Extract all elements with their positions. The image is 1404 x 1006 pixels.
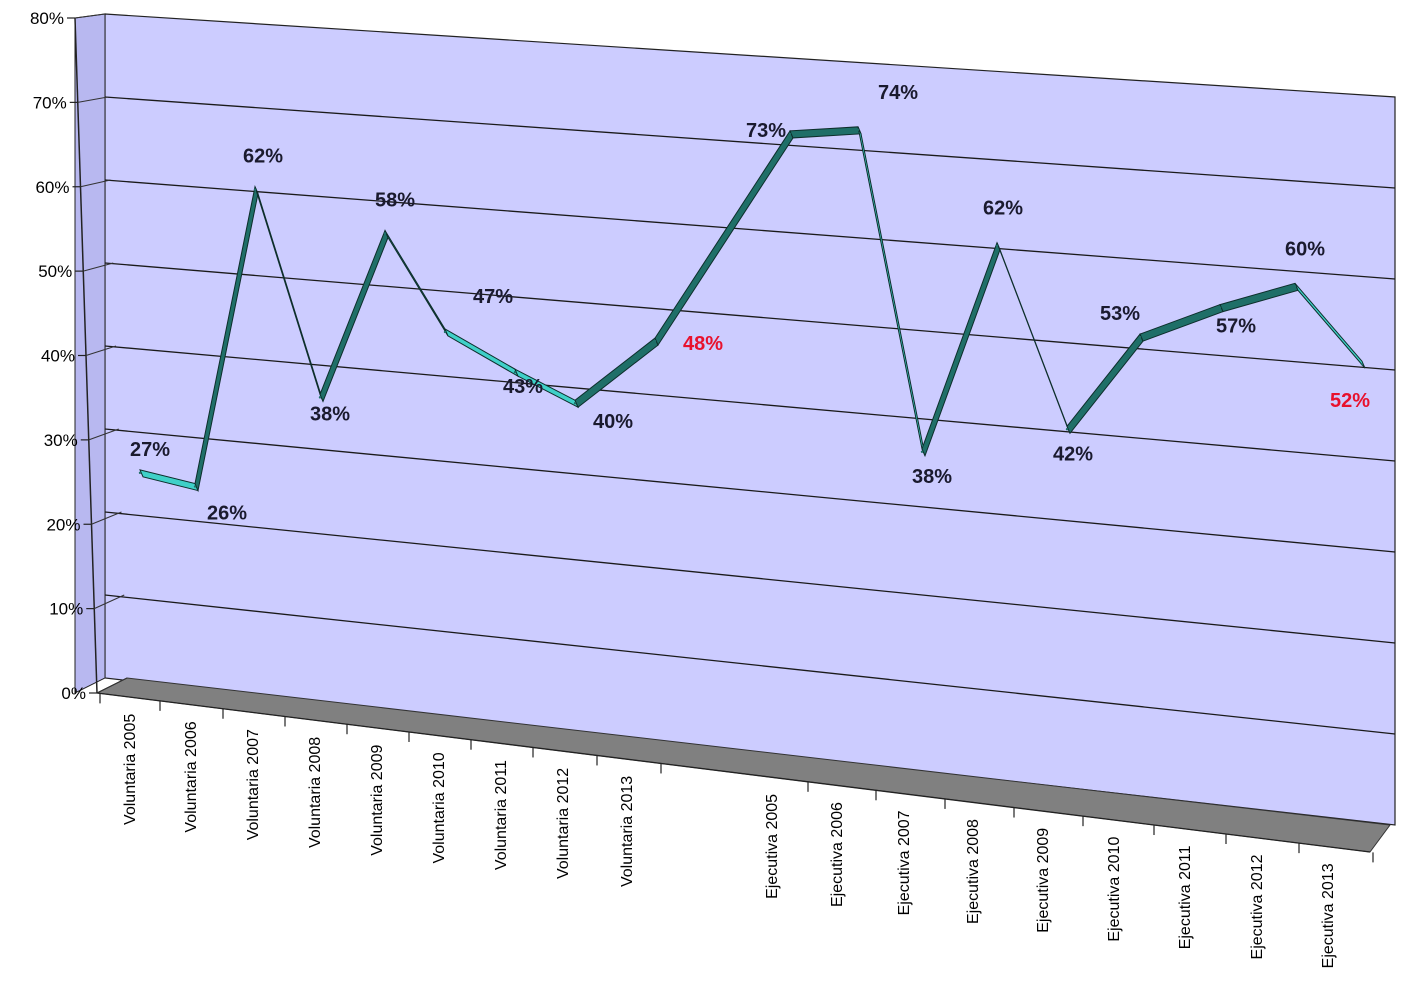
y-tick-label: 20% — [46, 515, 80, 534]
gridline — [104, 428, 1396, 553]
data-point — [318, 396, 322, 399]
gridline — [104, 179, 1396, 280]
x-tick-label: Voluntaria 2010 — [431, 752, 448, 863]
data-label: 26% — [207, 503, 247, 525]
y-side-gridline — [88, 428, 119, 441]
y-tick-label: 0% — [61, 684, 86, 703]
data-label: 42% — [1053, 443, 1093, 465]
data-point — [1218, 306, 1222, 309]
x-tick-label: Voluntaria 2007 — [245, 729, 262, 840]
data-point — [1360, 363, 1364, 366]
data-point — [856, 128, 860, 132]
data-point — [788, 132, 792, 136]
x-tick-label: Voluntaria 2013 — [619, 776, 636, 887]
data-point — [1065, 428, 1069, 431]
x-tick-label: Ejecutiva 2011 — [1177, 845, 1194, 949]
x-tick-label: Voluntaria 2006 — [183, 721, 200, 832]
gridline — [104, 262, 1396, 371]
data-point — [1293, 285, 1297, 288]
y-side-gridline — [80, 179, 111, 188]
gridline — [104, 511, 1396, 644]
x-tick-label: Voluntaria 2011 — [493, 760, 510, 870]
y-side-gridline — [96, 677, 128, 694]
y-side-gridline — [77, 96, 108, 103]
data-label: 74% — [878, 82, 918, 104]
data-point — [513, 370, 517, 374]
data-point — [653, 339, 657, 343]
x-tick-label: Ejecutiva 2007 — [896, 810, 913, 915]
chart-side-wall — [74, 13, 106, 694]
data-label: 57% — [1216, 316, 1256, 338]
y-tick-label: 40% — [41, 347, 75, 366]
gridline — [104, 96, 1396, 189]
data-label: 27% — [130, 439, 170, 461]
data-label: 62% — [983, 198, 1023, 220]
y-tick-label: 30% — [44, 431, 78, 450]
data-point — [443, 330, 447, 334]
data-label: 38% — [310, 403, 350, 425]
y-axis-ticks: 0% 10% 20% 30% 40% 50% 60% 70% 80% — [30, 9, 128, 703]
y-tick-label: 80% — [30, 9, 64, 28]
data-point — [1138, 335, 1142, 339]
data-label: 58% — [375, 189, 415, 211]
data-point — [138, 471, 142, 475]
x-tick-label: Voluntaria 2012 — [555, 768, 572, 879]
data-label: 53% — [1100, 303, 1140, 325]
y-side-gridline — [83, 262, 114, 272]
data-point — [995, 244, 999, 247]
gridlines — [104, 96, 1396, 735]
data-label: 47% — [473, 286, 513, 308]
x-tick-label: Voluntaria 2005 — [122, 714, 139, 825]
y-tick-label: 50% — [38, 262, 72, 281]
data-point — [573, 402, 577, 405]
line-series — [138, 126, 1366, 493]
y-tick-label: 10% — [49, 600, 83, 619]
x-tick-label: Voluntaria 2008 — [307, 737, 324, 848]
y-side-gridline — [91, 511, 122, 525]
x-tick-label: Ejecutiva 2009 — [1035, 828, 1052, 933]
data-label: 73% — [746, 120, 786, 142]
y-tick-label: 70% — [33, 93, 67, 112]
data-label: 38% — [912, 466, 952, 488]
x-tick-label: Ejecutiva 2013 — [1320, 863, 1337, 968]
y-tick-label: 60% — [35, 178, 69, 197]
data-point — [253, 188, 257, 191]
data-label: 52% — [1330, 390, 1370, 412]
x-tick-label: Ejecutiva 2005 — [764, 794, 781, 899]
gridline — [104, 594, 1396, 735]
data-point — [383, 232, 387, 235]
line-segment — [1294, 282, 1366, 369]
data-labels: 27% 26% 62% 38% 58% 47% 43% 40% 48% 73% 74% 38% 62% 4… — [130, 82, 1370, 525]
y-side-gridline — [85, 345, 117, 356]
data-label: 40% — [593, 411, 633, 433]
x-tick-label: Ejecutiva 2008 — [965, 819, 982, 924]
data-point — [193, 485, 197, 488]
y-side-gridline — [74, 13, 106, 19]
data-label: 43% — [503, 376, 543, 398]
gridline — [104, 345, 1396, 462]
x-tick-label: Ejecutiva 2012 — [1249, 854, 1266, 959]
x-axis-line — [96, 692, 1371, 853]
y-side-gridline — [94, 594, 125, 610]
x-axis-ticks: Voluntaria 2005 Voluntaria 2006 Voluntaria… — [96, 692, 1374, 968]
x-tick-label: Ejecutiva 2010 — [1106, 837, 1123, 942]
x-tick-label: Voluntaria 2009 — [369, 744, 386, 855]
data-label: 60% — [1285, 238, 1325, 260]
data-label: 48% — [683, 333, 723, 355]
data-point — [920, 450, 924, 453]
x-tick-label: Ejecutiva 2006 — [829, 802, 846, 907]
data-label: 62% — [243, 146, 283, 168]
